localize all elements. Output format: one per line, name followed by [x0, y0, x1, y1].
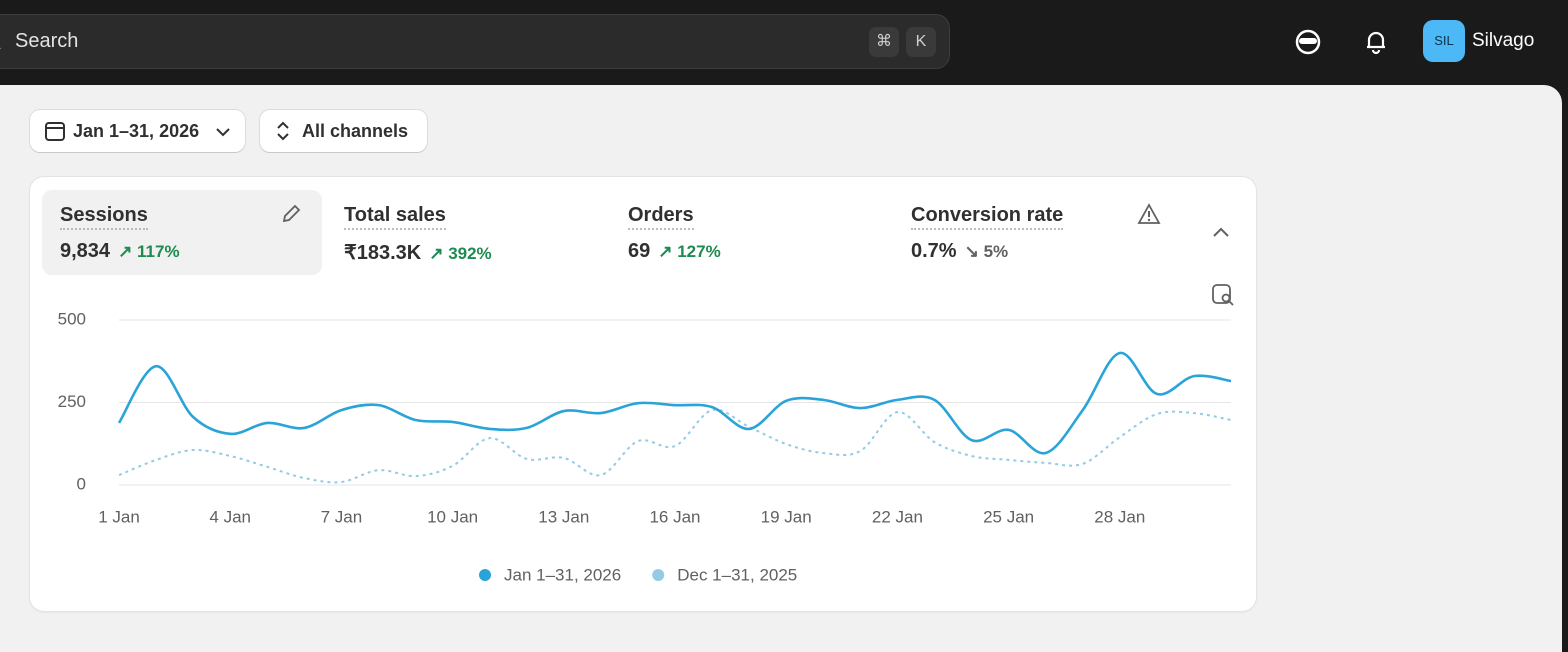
warning-icon[interactable]: [1137, 203, 1161, 225]
metric-change: ↗ 392%: [429, 244, 492, 263]
metric-tab[interactable]: Orders 69 ↗ 127%: [610, 190, 890, 275]
legend-label: Jan 1–31, 2026: [504, 565, 621, 584]
x-tick-label: 7 Jan: [321, 507, 363, 526]
kbd-key: ⌘: [869, 27, 899, 57]
x-tick-label: 28 Jan: [1094, 507, 1145, 526]
metric-tab[interactable]: Conversion rate 0.7% ↘ 5%: [893, 190, 1173, 275]
metric-label: Sessions: [60, 204, 148, 230]
main-area: Jan 1–31, 2026 All channels Sessions 9,8…: [0, 85, 1562, 652]
kbd-key: K: [906, 27, 936, 57]
metric-change: ↘ 5%: [964, 242, 1009, 261]
x-tick-label: 10 Jan: [427, 507, 478, 526]
x-tick-label: 16 Jan: [649, 507, 700, 526]
metric-change: ↗ 127%: [658, 242, 721, 261]
edit-icon[interactable]: [280, 203, 302, 225]
y-tick-label: 250: [58, 392, 86, 411]
y-tick-label: 500: [58, 309, 86, 328]
metric-label: Total sales: [344, 204, 446, 230]
user-name[interactable]: Silvago: [1472, 30, 1535, 51]
x-tick-label: 22 Jan: [872, 507, 923, 526]
channel-label: All channels: [302, 121, 409, 141]
x-tick-label: 13 Jan: [538, 507, 589, 526]
search-placeholder: Search: [15, 30, 79, 52]
metric-number: 9,834: [60, 240, 111, 262]
date-filter[interactable]: Jan 1–31, 2026: [30, 110, 245, 152]
analyze-icon[interactable]: [1211, 283, 1235, 307]
search-box[interactable]: Search ⌘ K: [0, 14, 950, 69]
notification-icon[interactable]: [1362, 28, 1390, 56]
collapse-icon[interactable]: [1212, 227, 1230, 239]
sort-icon: [277, 121, 289, 141]
legend-label: Dec 1–31, 2025: [677, 565, 797, 584]
x-tick-label: 25 Jan: [983, 507, 1034, 526]
y-tick-label: 0: [77, 474, 86, 493]
metric-number: 0.7%: [911, 240, 957, 262]
metric-value: 69 ↗ 127%: [628, 240, 721, 263]
metric-change-value: 127%: [677, 242, 721, 261]
chevron-down: [216, 128, 230, 137]
calendar-icon: [45, 122, 65, 141]
metric-change-value: 392%: [448, 244, 492, 263]
date-label: Jan 1–31, 2026: [73, 121, 200, 141]
metric-tab[interactable]: Sessions 9,834 ↗ 117%: [42, 190, 322, 275]
legend-swatch: [652, 569, 665, 581]
metric-number: ₹183.3K: [344, 242, 422, 264]
x-tick-label: 1 Jan: [98, 507, 140, 526]
avatar[interactable]: SIL: [1423, 20, 1465, 62]
incognito-icon[interactable]: [1294, 28, 1322, 56]
legend-swatch: [479, 569, 491, 581]
series-line: [117, 351, 1232, 455]
channel-filter[interactable]: All channels: [260, 110, 427, 152]
x-tick-label: 19 Jan: [761, 507, 812, 526]
metric-number: 69: [628, 240, 651, 262]
series-line: [118, 408, 1232, 484]
metric-value: 0.7% ↘ 5%: [911, 240, 1008, 263]
metric-change: ↗ 117%: [118, 242, 180, 261]
metric-label: Orders: [628, 204, 694, 230]
metric-tab[interactable]: Total sales ₹183.3K ↗ 392%: [326, 190, 606, 275]
metric-value: 9,834 ↗ 117%: [60, 240, 180, 263]
top-bar: Search ⌘ K SIL Silvago: [0, 0, 1568, 85]
metric-change-value: 5%: [983, 242, 1009, 261]
metric-label: Conversion rate: [911, 204, 1064, 230]
x-tick-label: 4 Jan: [209, 507, 251, 526]
metrics-card: Sessions 9,834 ↗ 117% Total sales ₹183.3K…: [30, 177, 1256, 611]
metric-change-value: 117%: [137, 242, 180, 261]
metric-value: ₹183.3K ↗ 392%: [344, 240, 492, 265]
